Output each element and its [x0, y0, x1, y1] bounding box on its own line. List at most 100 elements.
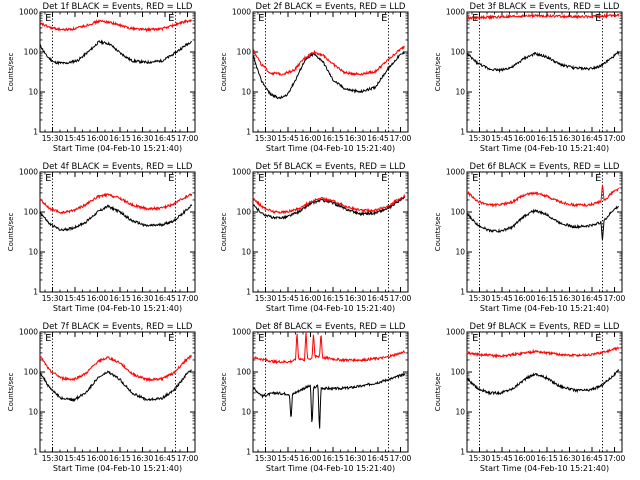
- x-tick-label: 15:30: [255, 294, 277, 303]
- y-tick-label: 1: [246, 128, 251, 137]
- event-marker-label: E: [45, 13, 51, 24]
- lld-series-line: [39, 355, 192, 383]
- x-tick-label: 16:15: [109, 294, 131, 303]
- events-series-line: [466, 50, 620, 74]
- y-tick-label: 1000: [446, 8, 465, 17]
- y-tick-label: 10: [455, 408, 465, 417]
- panel-title: Det 7f BLACK = Events, RED = LLD: [43, 322, 193, 332]
- plot-frame: [39, 11, 196, 133]
- x-tick-label: 16:30: [559, 454, 581, 463]
- x-tick-label: 15:45: [277, 454, 299, 463]
- x-tick-label: 17:00: [177, 454, 199, 463]
- y-tick-label: 1000: [446, 168, 465, 177]
- y-tick-label: 100: [24, 208, 39, 217]
- event-marker-label: E: [45, 333, 51, 344]
- detector-panel: Det 2f BLACK = Events, RED = LLD 1 10 100 10…: [220, 2, 412, 153]
- x-tick-label: 16:00: [300, 134, 322, 143]
- x-tick-label: 15:30: [255, 134, 277, 143]
- y-tick-label: 10: [241, 408, 251, 417]
- x-tick-label: 16:45: [581, 294, 603, 303]
- y-tick-label: 1000: [446, 328, 465, 337]
- detector-panel: Det 3f BLACK = Events, RED = LLD 1 10 100 10…: [434, 2, 626, 153]
- x-axis-label: Start Time (04-Feb-10 15:21:40): [266, 144, 395, 153]
- x-tick-label: 17:00: [390, 454, 412, 463]
- panel-title: Det 3f BLACK = Events, RED = LLD: [470, 2, 620, 12]
- x-tick-label: 16:00: [514, 454, 536, 463]
- x-tick-label: 15:30: [42, 134, 64, 143]
- y-tick-label: 1000: [232, 168, 251, 177]
- y-tick-label: 100: [24, 48, 39, 57]
- plot-frame: [39, 331, 196, 453]
- lld-series-line: [252, 45, 405, 77]
- detector-panel: Det 9f BLACK = Events, RED = LLD 1 10 100 10…: [434, 322, 626, 473]
- y-tick-label: 1: [33, 448, 38, 457]
- event-marker-label: E: [472, 173, 478, 184]
- panel-title: Det 8f BLACK = Events, RED = LLD: [256, 322, 406, 332]
- x-axis-label: Start Time (04-Feb-10 15:21:40): [266, 304, 395, 313]
- events-series-line: [252, 50, 405, 100]
- y-tick-label: 1: [460, 288, 465, 297]
- plot-frame: [39, 171, 196, 293]
- x-tick-label: 16:00: [300, 294, 322, 303]
- lld-series-line: [252, 331, 406, 365]
- x-tick-label: 15:30: [42, 454, 64, 463]
- y-tick-label: 1000: [19, 168, 38, 177]
- plot-frame: [252, 171, 409, 293]
- lld-series-line: [466, 13, 620, 21]
- event-marker-label: E: [168, 13, 174, 24]
- events-series-line: [39, 203, 193, 232]
- x-axis-label: Start Time (04-Feb-10 15:21:40): [53, 144, 182, 153]
- x-tick-label: 15:30: [469, 294, 491, 303]
- x-tick-label: 16:15: [536, 454, 558, 463]
- x-tick-label: 15:30: [255, 454, 277, 463]
- detector-panel: Det 4f BLACK = Events, RED = LLD 1 10 100 10…: [7, 162, 199, 313]
- event-marker-label: E: [595, 333, 601, 344]
- y-tick-label: 1000: [19, 8, 38, 17]
- events-series-line: [39, 39, 193, 66]
- event-marker-label: E: [472, 333, 478, 344]
- x-tick-label: 16:30: [559, 294, 581, 303]
- x-axis-label: Start Time (04-Feb-10 15:21:40): [480, 464, 609, 473]
- event-marker-label: E: [381, 173, 387, 184]
- y-tick-label: 1000: [232, 8, 251, 17]
- x-tick-label: 16:30: [345, 454, 367, 463]
- x-tick-label: 16:45: [154, 454, 176, 463]
- x-tick-label: 16:45: [154, 294, 176, 303]
- plot-frame: [466, 171, 623, 293]
- y-tick-label: 100: [24, 368, 39, 377]
- y-axis-label: Counts/sec: [434, 373, 442, 412]
- y-tick-label: 100: [451, 368, 466, 377]
- y-tick-label: 1000: [19, 328, 38, 337]
- y-tick-label: 1: [246, 288, 251, 297]
- x-tick-label: 16:45: [581, 454, 603, 463]
- x-tick-label: 17:00: [390, 134, 412, 143]
- x-axis-label: Start Time (04-Feb-10 15:21:40): [480, 304, 609, 313]
- x-axis-label: Start Time (04-Feb-10 15:21:40): [266, 464, 395, 473]
- x-tick-label: 16:30: [132, 294, 154, 303]
- x-tick-label: 15:45: [491, 454, 513, 463]
- x-tick-label: 17:00: [604, 134, 626, 143]
- y-tick-label: 10: [28, 88, 38, 97]
- y-tick-label: 1: [246, 448, 251, 457]
- y-axis-label: Counts/sec: [7, 53, 15, 92]
- x-tick-label: 15:45: [277, 134, 299, 143]
- y-axis-label: Counts/sec: [434, 213, 442, 252]
- x-tick-label: 16:15: [536, 294, 558, 303]
- detector-panel: Det 6f BLACK = Events, RED = LLD 1 10 100 10…: [434, 162, 626, 313]
- x-axis-label: Start Time (04-Feb-10 15:21:40): [53, 304, 182, 313]
- x-tick-label: 16:30: [132, 134, 154, 143]
- y-tick-label: 100: [237, 48, 252, 57]
- y-tick-label: 100: [237, 208, 252, 217]
- lld-series-line: [39, 19, 192, 33]
- y-tick-label: 1: [33, 288, 38, 297]
- x-tick-label: 17:00: [177, 134, 199, 143]
- lld-series-line: [466, 185, 619, 208]
- event-marker-label: E: [168, 333, 174, 344]
- x-tick-label: 16:15: [322, 294, 344, 303]
- lld-series-line: [39, 192, 193, 215]
- detector-panel: Det 7f BLACK = Events, RED = LLD 1 10 100 10…: [7, 322, 199, 473]
- lld-series-line: [252, 193, 406, 215]
- x-tick-label: 15:45: [64, 454, 86, 463]
- detector-panel: Det 5f BLACK = Events, RED = LLD 1 10 100 10…: [220, 162, 412, 313]
